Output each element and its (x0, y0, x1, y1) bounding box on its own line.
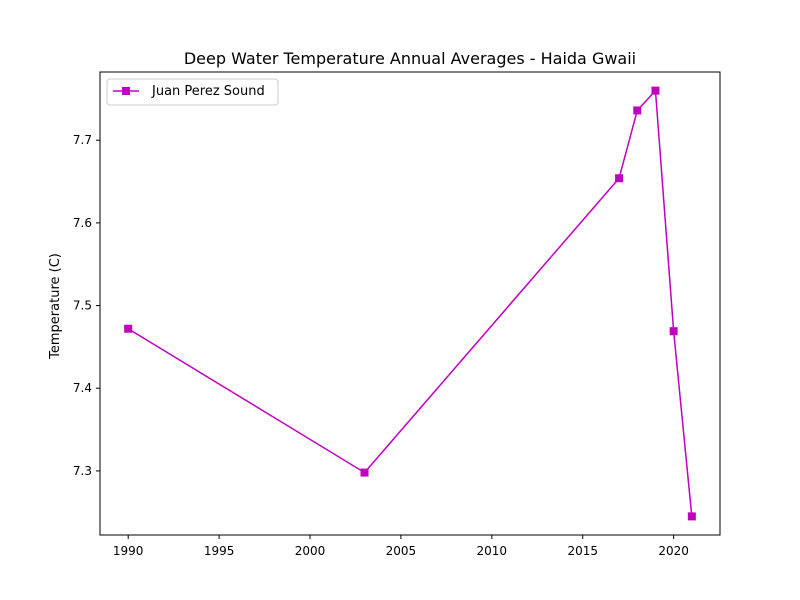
legend-box (106, 78, 279, 106)
y-tick-label: 7.7 (73, 133, 92, 147)
x-tick-label: 1990 (113, 544, 144, 558)
y-axis: 7.3 7.4 7.5 7.6 7.7 (73, 133, 100, 478)
x-tick-label: 2020 (658, 544, 689, 558)
x-tick-label: 2000 (295, 544, 326, 558)
x-tick-label: 2005 (386, 544, 417, 558)
y-tick-label: 7.5 (73, 299, 92, 313)
x-axis: 1990 1995 2000 2005 2010 2015 2020 (113, 535, 689, 558)
data-point (651, 86, 660, 95)
x-tick-label: 1995 (204, 544, 235, 558)
legend: Juan Perez Sound (106, 78, 279, 106)
y-tick-label: 7.6 (73, 216, 92, 230)
data-point (633, 106, 642, 115)
y-tick-label: 7.4 (73, 381, 92, 395)
y-tick-label: 7.3 (73, 464, 92, 478)
data-point (124, 324, 133, 333)
chart-title: Deep Water Temperature Annual Averages -… (184, 49, 636, 68)
data-point (669, 327, 678, 336)
plot-area-frame (99, 71, 721, 536)
series-layer (124, 86, 696, 521)
y-axis-label: Temperature (C) (48, 253, 63, 360)
legend-label: Juan Perez Sound (151, 84, 265, 99)
x-tick-label: 2015 (567, 544, 598, 558)
data-point (687, 512, 696, 521)
x-tick-label: 2010 (477, 544, 508, 558)
legend-marker (122, 87, 130, 95)
data-point (615, 174, 624, 183)
data-point (360, 468, 369, 477)
